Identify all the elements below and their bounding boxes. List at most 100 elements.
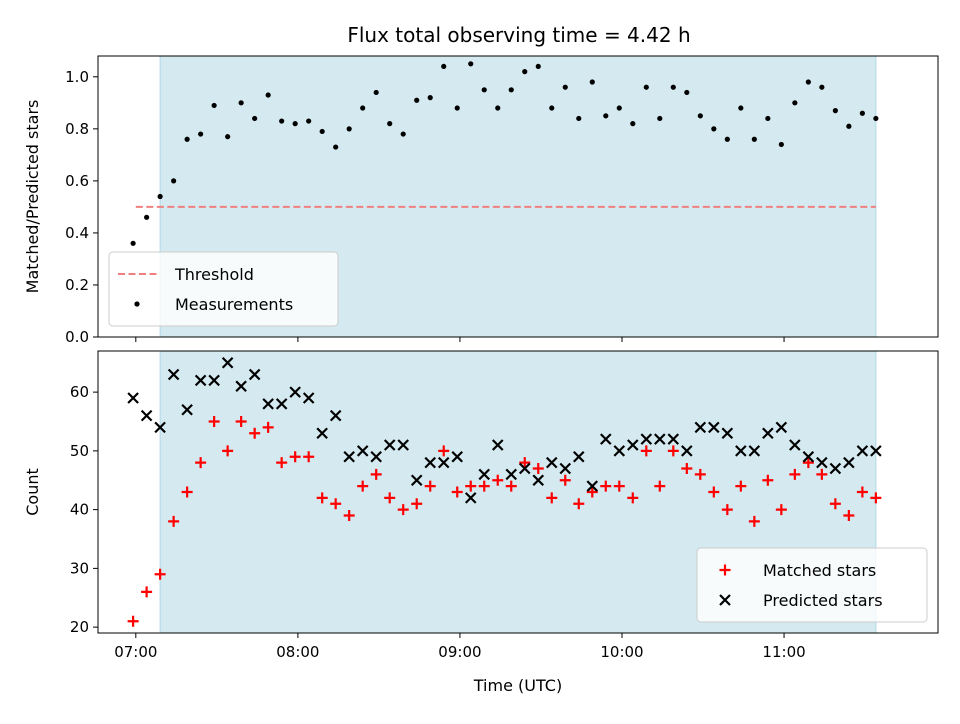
x-tick-label: 10:00	[600, 643, 643, 661]
data-point	[778, 141, 784, 148]
data-point	[397, 504, 409, 516]
data-point	[616, 105, 622, 111]
data-point	[708, 421, 720, 434]
data-point	[681, 445, 693, 457]
data-point	[292, 121, 298, 127]
x-axis-label: Time (UTC)	[473, 676, 562, 695]
data-point	[424, 480, 436, 492]
data-point	[316, 427, 328, 440]
data-point	[373, 89, 379, 96]
y-tick-label: 0.0	[65, 328, 89, 346]
data-point	[248, 368, 261, 381]
data-point	[427, 95, 433, 101]
data-point	[397, 439, 409, 451]
series-matched-stars	[127, 416, 882, 627]
data-point	[235, 380, 247, 393]
data-point	[141, 586, 153, 598]
data-point	[410, 474, 423, 487]
data-point	[559, 474, 571, 486]
data-point	[289, 386, 301, 398]
data-point	[130, 240, 136, 246]
legend-item-threshold: Threshold	[118, 265, 254, 284]
data-point	[545, 456, 558, 469]
data-point	[451, 486, 463, 498]
data-point	[451, 450, 464, 463]
series-measurements	[130, 61, 879, 246]
y-tick-label: 0.6	[65, 172, 89, 190]
data-point	[168, 515, 180, 527]
data-point	[721, 504, 733, 516]
data-point	[329, 409, 342, 422]
data-point	[333, 144, 339, 150]
data-point	[613, 480, 625, 492]
data-point	[654, 480, 666, 492]
data-point	[603, 113, 609, 119]
data-point	[559, 462, 572, 475]
data-point	[721, 427, 734, 440]
data-point	[724, 136, 730, 142]
data-point	[600, 433, 612, 445]
y-axis-label: Matched/Predicted stars	[23, 100, 42, 294]
data-point	[346, 126, 352, 132]
data-point	[238, 100, 244, 106]
data-point	[221, 356, 234, 369]
plot-frame	[97, 350, 939, 634]
data-point	[171, 178, 177, 184]
y-tick-label: 0.2	[65, 276, 89, 294]
data-point	[762, 427, 774, 440]
data-point	[195, 457, 207, 469]
data-point	[262, 398, 274, 410]
data-point	[198, 131, 204, 137]
data-point	[383, 439, 396, 451]
data-point	[762, 474, 774, 486]
data-point	[465, 480, 477, 492]
data-point	[802, 450, 815, 463]
data-point	[357, 480, 369, 492]
data-point	[802, 457, 814, 469]
data-point	[738, 105, 744, 111]
data-point	[505, 480, 517, 492]
data-point	[438, 445, 450, 457]
y-tick-label: 40	[70, 501, 89, 519]
data-point	[735, 480, 747, 492]
series-predicted-stars	[127, 356, 882, 504]
data-point	[279, 118, 285, 124]
data-point	[319, 128, 325, 135]
data-point	[360, 105, 366, 111]
plot-frame	[97, 55, 939, 338]
data-point	[492, 474, 504, 486]
legend-label: Matched stars	[763, 561, 876, 580]
data-point	[792, 100, 798, 106]
data-point	[856, 445, 869, 457]
data-point	[154, 421, 166, 434]
y-tick-label: 50	[70, 442, 89, 460]
data-point	[370, 450, 382, 463]
data-point	[829, 462, 842, 475]
data-point	[330, 498, 342, 510]
y-tick-label: 0.8	[65, 120, 89, 138]
legend-box	[108, 251, 339, 327]
data-point	[586, 486, 598, 498]
data-point	[194, 374, 207, 387]
data-point	[370, 468, 382, 480]
data-point	[572, 450, 585, 463]
legend-swatch	[719, 594, 731, 606]
data-point	[805, 79, 811, 85]
data-point	[708, 486, 720, 498]
data-point	[816, 456, 828, 469]
data-point	[478, 468, 491, 481]
data-point	[356, 445, 369, 457]
data-point	[789, 468, 801, 480]
data-point	[751, 136, 757, 142]
y-axis-label: Count	[23, 468, 42, 516]
legend-item-predicted-stars: Predicted stars	[719, 591, 883, 610]
data-point	[167, 368, 180, 381]
data-point	[859, 110, 865, 116]
legend-label: Predicted stars	[763, 591, 883, 610]
data-point	[127, 615, 139, 627]
data-point	[276, 457, 288, 469]
data-point	[464, 492, 477, 504]
data-point	[816, 468, 828, 480]
data-point	[491, 439, 504, 451]
